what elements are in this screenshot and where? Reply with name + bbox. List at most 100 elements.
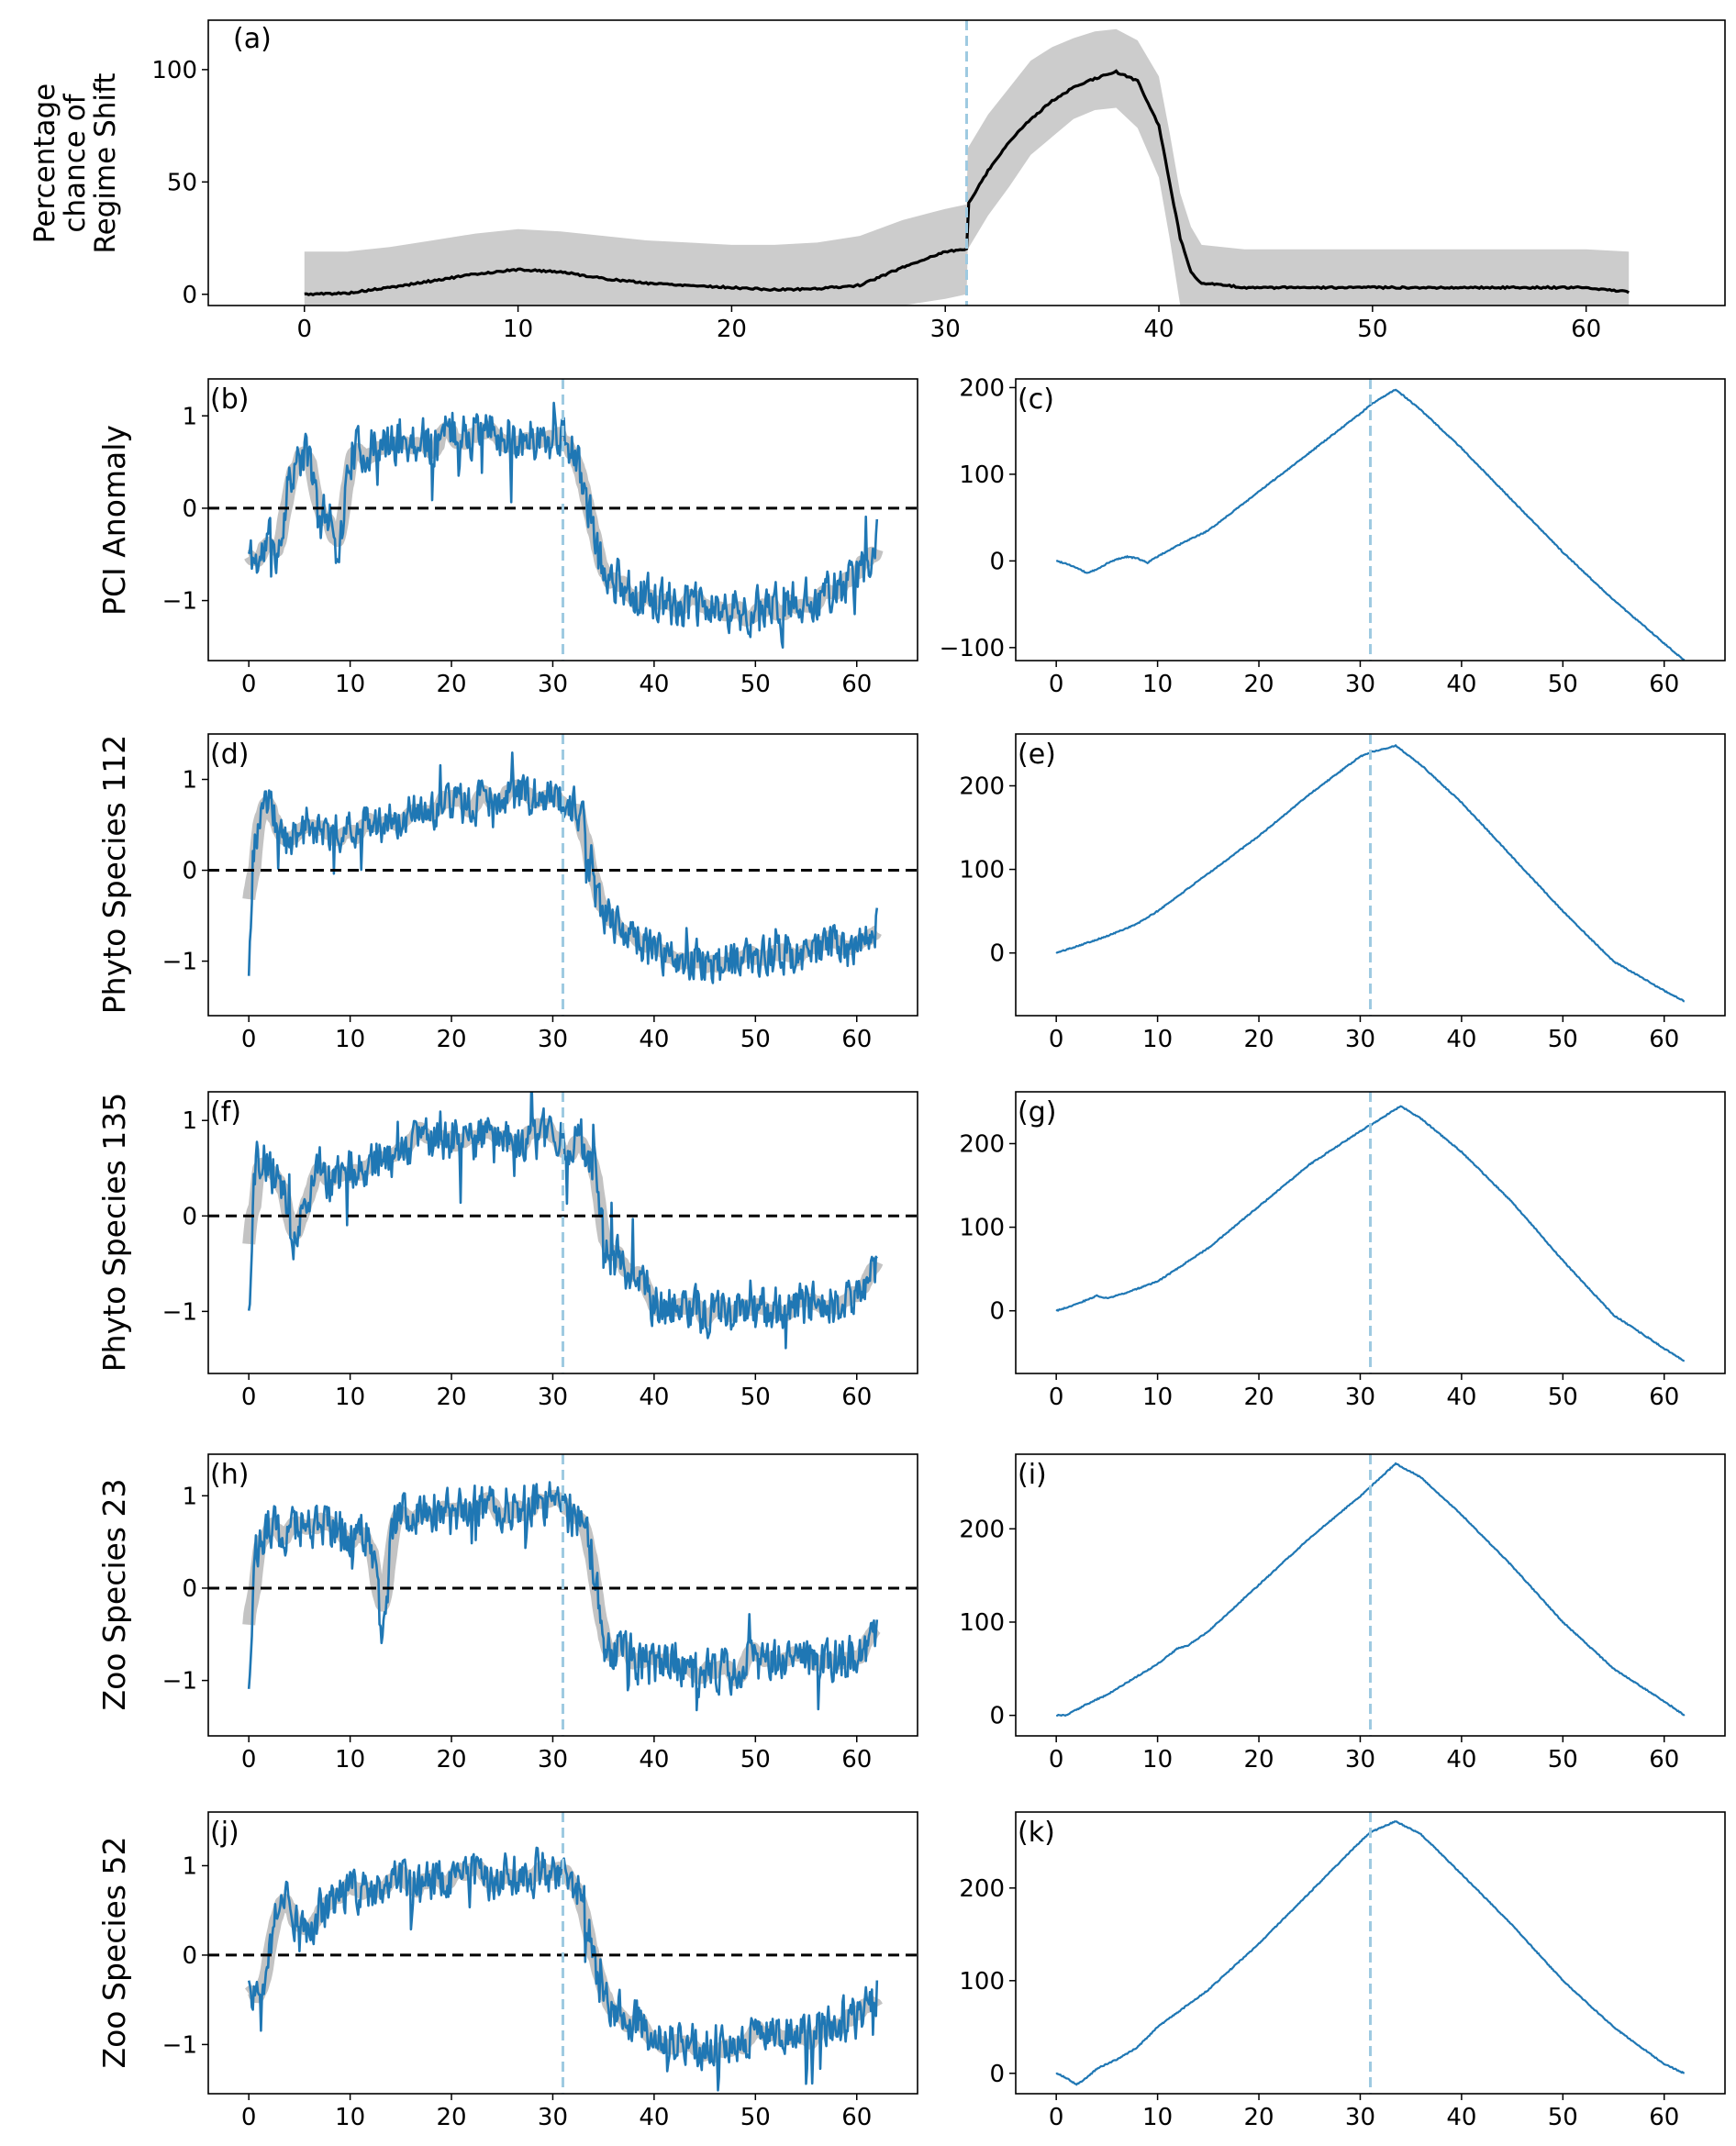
y-tick-label: 0: [989, 1298, 1005, 1326]
y-tick-label: 100: [959, 1215, 1005, 1242]
x-tick-label: 10: [1142, 1026, 1173, 1053]
x-tick-label: 10: [1142, 2104, 1173, 2131]
y-tick-label: 1: [182, 403, 197, 430]
x-tick-label: 60: [1649, 1384, 1679, 1411]
x-tick-label: 60: [1649, 2104, 1679, 2131]
x-tick-label: 0: [296, 316, 312, 343]
x-tick-label: 30: [930, 316, 961, 343]
panel-label: (a): [233, 23, 272, 55]
x-tick-label: 40: [639, 671, 669, 698]
x-tick-label: 60: [841, 2104, 872, 2131]
x-tick-label: 50: [1548, 1026, 1578, 1053]
x-tick-label: 60: [1649, 1746, 1679, 1774]
y-tick-label: 200: [959, 1516, 1005, 1543]
plot-area-d: [208, 734, 918, 1016]
x-tick-label: 0: [241, 1026, 257, 1053]
x-tick-label: 40: [639, 1026, 669, 1053]
y-tick-label: 0: [182, 858, 197, 885]
y-tick-label: 100: [959, 461, 1005, 489]
mean-probability-line: [304, 69, 1630, 297]
x-tick-label: 10: [335, 1384, 365, 1411]
x-tick-label: 30: [538, 1746, 568, 1774]
plot-area-e: [1055, 734, 1686, 1016]
plot-area-b: [208, 379, 918, 661]
y-tick-label: 100: [959, 1609, 1005, 1637]
y-tick-label: 0: [182, 495, 197, 523]
x-tick-label: 50: [740, 2104, 771, 2131]
y-tick-label: 0: [989, 1703, 1005, 1730]
y-tick-label: 0: [989, 940, 1005, 968]
x-tick-label: 50: [1357, 316, 1387, 343]
y-tick-label: −1: [162, 1668, 197, 1696]
y-tick-label: 100: [959, 1968, 1005, 1996]
x-tick-label: 40: [1143, 316, 1174, 343]
x-tick-label: 40: [1446, 1026, 1476, 1053]
x-tick-label: 10: [1142, 671, 1173, 698]
plot-area-c: [1055, 379, 1686, 661]
x-tick-label: 10: [335, 1746, 365, 1774]
panel-d: 0 10 20 30 40 50 60 −1 0 1 (d): [162, 733, 918, 1053]
ylabel-line: chance of: [59, 93, 92, 232]
axes-frame: [1015, 733, 1726, 1017]
x-tick-label: 50: [740, 1026, 771, 1053]
x-tick-label: 60: [1649, 671, 1679, 698]
x-tick-label: 30: [1345, 2104, 1375, 2131]
x-tick-label: 30: [538, 1026, 568, 1053]
x-tick-label: 0: [1049, 1384, 1064, 1411]
x-tick-label: 10: [503, 316, 533, 343]
panel-label: (i): [1018, 1459, 1047, 1491]
x-tick-label: 10: [1142, 1746, 1173, 1774]
plot-area-j: [208, 1812, 918, 2094]
axes-frame: [207, 19, 1726, 306]
panel-label: (d): [210, 739, 249, 771]
panel-label: (k): [1018, 1817, 1055, 1849]
y-tick-label: −1: [162, 949, 197, 976]
y-tick-label: 200: [959, 773, 1005, 800]
y-tick-label: 100: [959, 857, 1005, 884]
x-tick-label: 20: [436, 1384, 466, 1411]
plot-area-k: [1055, 1812, 1685, 2094]
x-tick-label: 40: [1446, 1384, 1476, 1411]
x-tick-label: 60: [1571, 316, 1601, 343]
x-tick-label: 0: [241, 1746, 257, 1774]
x-tick-label: 10: [1142, 1384, 1173, 1411]
panel-label: (c): [1018, 384, 1054, 416]
y-tick-label: −1: [162, 588, 197, 616]
x-tick-label: 20: [1243, 1746, 1274, 1774]
axes-frame: [207, 1811, 918, 2095]
y-tick-label: −1: [162, 1298, 197, 1326]
x-tick-label: 60: [841, 1746, 872, 1774]
panel-e: 0 10 20 30 40 50 60 0 100 200 (e): [959, 733, 1726, 1053]
x-tick-label: 30: [538, 2104, 568, 2131]
x-tick-label: 30: [1345, 1746, 1375, 1774]
ylabel-line: Percentage: [28, 83, 61, 243]
x-tick-label: 20: [436, 1746, 466, 1774]
panel-c: 0 10 20 30 40 50 60 −100 0 100 200 (c): [940, 374, 1726, 698]
panel-label: (b): [210, 384, 249, 416]
row-label-b: PCI Anomaly: [96, 425, 132, 616]
y-tick-label: 1: [182, 1852, 197, 1880]
panel-f: 0 10 20 30 40 50 60 −1 0 1 (f): [162, 1091, 918, 1411]
plot-area-g: [1055, 1092, 1685, 1373]
row-label-d: Phyto Species 112: [96, 735, 132, 1014]
plot-area-h: [208, 1454, 918, 1736]
x-tick-label: 40: [1446, 2104, 1476, 2131]
x-tick-label: 20: [436, 671, 466, 698]
x-tick-label: 20: [436, 1026, 466, 1053]
row-label-j: Zoo Species 52: [96, 1837, 132, 2069]
x-tick-label: 40: [639, 1384, 669, 1411]
x-tick-label: 50: [1548, 1746, 1578, 1774]
axes-frame: [207, 1453, 918, 1737]
y-tick-label: 1: [182, 1483, 197, 1510]
row-label-h: Zoo Species 23: [96, 1479, 132, 1711]
axes-frame: [207, 733, 918, 1017]
y-tick-label: −1: [162, 2031, 197, 2059]
panel-label: (h): [210, 1459, 249, 1491]
x-tick-label: 0: [241, 2104, 257, 2131]
plot-area-i: [1056, 1454, 1686, 1736]
x-tick-label: 0: [241, 671, 257, 698]
axes-frame: [1015, 1453, 1726, 1737]
y-tick-label: 0: [182, 1203, 197, 1230]
x-tick-label: 0: [1049, 671, 1064, 698]
